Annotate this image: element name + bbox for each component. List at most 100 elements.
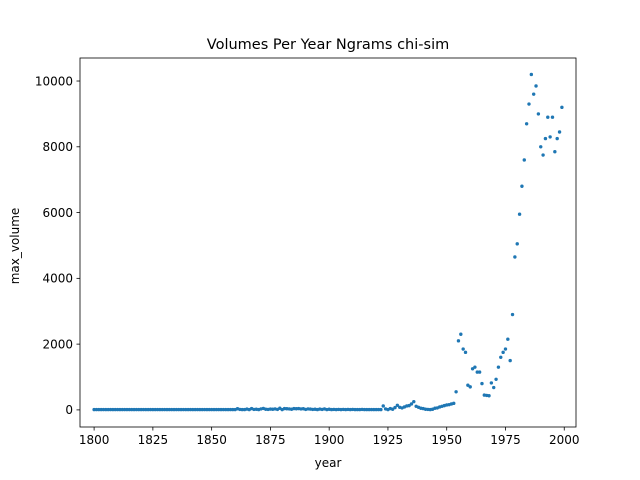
x-tick-label: 2000 — [549, 433, 580, 447]
data-point — [209, 407, 214, 412]
plot-area — [92, 72, 564, 412]
data-point — [470, 367, 475, 371]
y-tick-label: 8000 — [42, 140, 73, 154]
data-point — [536, 112, 541, 116]
data-point — [548, 135, 552, 139]
data-point — [454, 390, 458, 394]
x-tick-label: 1950 — [431, 433, 462, 447]
data-point — [560, 105, 564, 110]
y-tick-label: 10000 — [35, 74, 73, 88]
data-point — [546, 115, 550, 119]
data-point — [503, 347, 508, 351]
data-point — [550, 115, 555, 119]
data-point — [480, 381, 484, 386]
x-tick-label: 1800 — [79, 433, 110, 447]
data-point — [376, 407, 381, 412]
data-point — [557, 130, 562, 134]
data-point — [99, 407, 103, 412]
data-point — [198, 407, 202, 412]
x-ticks: 1800 1825 1850 1875 1900 1925 1950 1975 2000 — [79, 427, 580, 447]
data-point — [127, 407, 132, 412]
data-point — [539, 145, 543, 149]
data-point — [365, 407, 369, 412]
data-point — [169, 407, 174, 412]
data-point — [139, 407, 143, 412]
data-point — [513, 255, 517, 259]
data-point — [153, 407, 157, 412]
data-point — [148, 407, 153, 412]
data-point — [111, 407, 115, 412]
data-point — [205, 407, 209, 412]
data-point — [221, 407, 226, 412]
x-tick-label: 1825 — [138, 433, 169, 447]
data-point — [522, 158, 526, 162]
data-point — [207, 407, 211, 412]
data-point — [409, 402, 414, 406]
data-point — [132, 407, 136, 412]
data-point — [177, 407, 181, 412]
data-point — [367, 407, 371, 412]
data-point — [113, 407, 117, 412]
data-point — [231, 407, 235, 412]
x-axis-label: year — [315, 456, 342, 470]
data-point — [456, 339, 461, 343]
data-point — [202, 407, 207, 412]
data-point — [160, 407, 164, 412]
data-point — [118, 407, 122, 412]
data-point — [104, 407, 108, 412]
y-tick-label: 0 — [65, 403, 73, 417]
data-point — [195, 407, 200, 412]
data-point — [393, 405, 397, 410]
data-point — [499, 355, 503, 359]
data-point — [219, 407, 223, 412]
data-point — [151, 407, 155, 412]
data-point — [97, 407, 101, 412]
data-point — [240, 407, 244, 412]
data-point — [468, 385, 472, 389]
data-point — [475, 370, 479, 374]
data-point — [489, 381, 494, 385]
data-point — [553, 150, 557, 154]
data-point — [226, 407, 230, 412]
data-point — [494, 377, 498, 382]
data-point — [534, 84, 538, 88]
data-point — [374, 407, 378, 412]
data-point — [193, 407, 197, 412]
data-point — [167, 407, 172, 412]
data-point — [353, 407, 357, 412]
data-point — [120, 407, 125, 412]
data-point — [191, 407, 195, 412]
data-point — [158, 407, 162, 412]
data-point — [94, 407, 99, 412]
data-point — [92, 407, 96, 412]
x-tick-label: 1925 — [373, 433, 404, 447]
data-point — [508, 358, 512, 363]
data-point — [137, 407, 141, 412]
data-point — [369, 407, 374, 412]
data-point — [172, 407, 176, 412]
x-tick-label: 1900 — [314, 433, 345, 447]
data-point — [466, 383, 470, 387]
data-point — [379, 407, 383, 412]
data-point — [214, 407, 219, 412]
data-point — [115, 407, 120, 412]
data-point — [529, 72, 534, 77]
data-point — [506, 337, 510, 341]
data-point — [122, 407, 127, 412]
data-point — [188, 407, 193, 412]
x-tick-label: 1975 — [490, 433, 521, 447]
data-point — [541, 153, 545, 157]
data-point — [477, 370, 482, 374]
data-point — [520, 184, 524, 188]
y-tick-label: 6000 — [42, 206, 73, 220]
data-point — [216, 407, 221, 412]
data-point — [496, 365, 501, 369]
data-point — [459, 332, 463, 336]
y-tick-label: 2000 — [42, 337, 73, 351]
data-point — [555, 136, 559, 141]
data-point — [515, 242, 519, 246]
data-point — [224, 407, 228, 412]
data-point — [108, 407, 113, 412]
data-point — [492, 385, 496, 390]
data-point — [162, 407, 167, 412]
